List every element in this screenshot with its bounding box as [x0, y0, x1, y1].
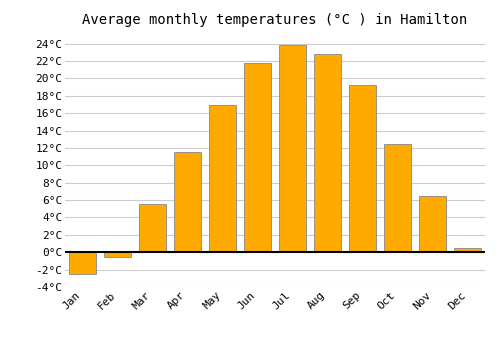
Bar [140, 204, 166, 252]
Bar [244, 63, 270, 252]
Bar [280, 46, 305, 252]
Bar [70, 252, 96, 274]
Bar [104, 252, 130, 257]
Bar [174, 152, 201, 252]
Bar [210, 105, 236, 252]
Title: Average monthly temperatures (°C ) in Hamilton: Average monthly temperatures (°C ) in Ha… [82, 13, 468, 27]
Bar [454, 248, 480, 252]
Bar [314, 54, 340, 252]
Bar [420, 196, 446, 252]
Bar [384, 144, 410, 252]
Bar [350, 85, 376, 252]
